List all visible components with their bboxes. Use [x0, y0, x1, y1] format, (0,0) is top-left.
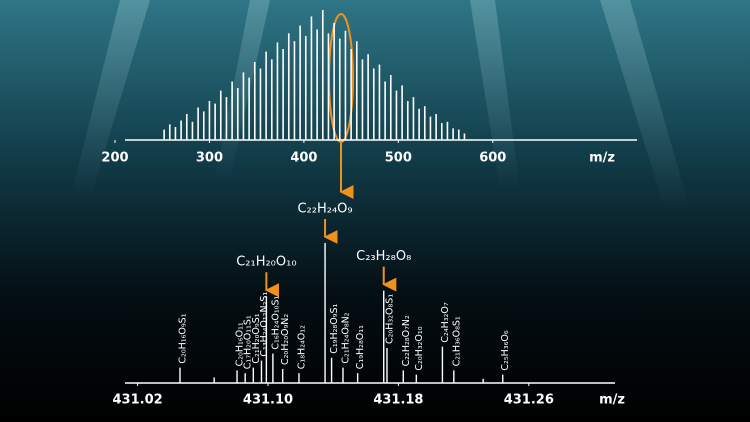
plots: 200 300 400 500 600 m/z 431.02 431.10 431.18 431.… [101, 10, 637, 408]
peak-label: C₁₆H₂₄O₁₀S₁ [270, 295, 281, 349]
peak-label: C₁₇H₂₀O₁₁S₁ [243, 315, 254, 369]
peak-label: C₂₁H₂₄O₈N₂ [340, 312, 351, 363]
light-rays [70, 0, 690, 210]
x-tick-label: 431.10 [243, 393, 293, 408]
peak-label: C₂₁H₂₀O₉S₁ [251, 313, 262, 363]
x-axis-label: m/z [589, 151, 615, 166]
x-tick-label: 431.26 [504, 393, 554, 408]
peak-label: C₁₈H₂₄O₁₂ [296, 325, 307, 369]
x-tick-label: 431.18 [373, 393, 423, 408]
peak-label: C₂₀H₁₆O₁₁ [235, 322, 246, 366]
x-tick-label: 431.02 [113, 393, 163, 408]
peak-label: C₂₄H₃₂O₇ [440, 302, 451, 342]
peak-label: C₁₉H₂₈O₁₁ [355, 325, 366, 369]
highlight-label: C₂₂H₂₄O₉ [297, 202, 352, 217]
peak-label: C₂₂H₂₈O₇N₂ [401, 315, 412, 366]
x-tick-label: 300 [196, 151, 223, 166]
peak-label: C₂₀H₁₆O₉S₁ [177, 313, 188, 363]
x-tick-label: 500 [385, 151, 412, 166]
peak-label: C₂₀H₃₂O₁₀ [414, 326, 425, 370]
peak-label: C₂₀H₂₀O₉N₂ [280, 314, 291, 365]
peak-label: C₂₅H₃₆O₆ [500, 330, 511, 370]
highlight-label: C₂₃H₂₈O₈ [356, 249, 411, 264]
peak-label: C₁₃H₂₄O₁₂N₂S₁ [259, 292, 270, 357]
x-tick-label: 600 [479, 151, 506, 166]
x-tick-label: 400 [290, 151, 317, 166]
x-tick-label: 200 [101, 151, 128, 166]
x-axis-label: m/z [599, 393, 625, 408]
peak-label: C₂₁H₃₆O₈S₁ [451, 316, 462, 366]
highlight-label: C₂₁H₂₀O₁₀ [236, 255, 296, 270]
peak-label: C₂₀H₃₂O₈S₁ [384, 294, 395, 344]
peak-label: C₁₉H₂₈O₉S₁ [329, 303, 340, 353]
